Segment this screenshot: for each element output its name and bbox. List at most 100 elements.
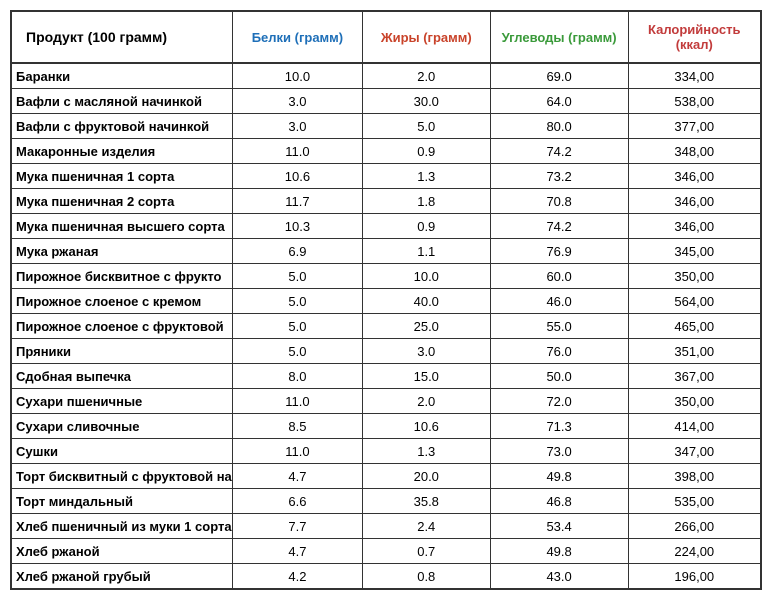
table-row: Мука пшеничная 2 сорта11.71.870.8346,00 bbox=[12, 189, 760, 214]
cell-value: 55.0 bbox=[490, 314, 628, 339]
cell-value: 3.0 bbox=[233, 114, 363, 139]
cell-product: Сухари пшеничные bbox=[12, 389, 233, 414]
cell-value: 564,00 bbox=[628, 289, 760, 314]
table-row: Торт миндальный6.635.846.8535,00 bbox=[12, 489, 760, 514]
cell-value: 43.0 bbox=[490, 564, 628, 589]
cell-value: 49.8 bbox=[490, 464, 628, 489]
cell-value: 4.7 bbox=[233, 464, 363, 489]
cell-value: 69.0 bbox=[490, 63, 628, 89]
cell-value: 266,00 bbox=[628, 514, 760, 539]
cell-product: Пирожное слоеное с кремом bbox=[12, 289, 233, 314]
cell-value: 1.3 bbox=[362, 164, 490, 189]
cell-value: 60.0 bbox=[490, 264, 628, 289]
cell-value: 71.3 bbox=[490, 414, 628, 439]
cell-value: 398,00 bbox=[628, 464, 760, 489]
cell-value: 367,00 bbox=[628, 364, 760, 389]
cell-product: Мука ржаная bbox=[12, 239, 233, 264]
cell-product: Сушки bbox=[12, 439, 233, 464]
table-row: Сушки11.01.373.0347,00 bbox=[12, 439, 760, 464]
cell-value: 350,00 bbox=[628, 264, 760, 289]
cell-value: 76.9 bbox=[490, 239, 628, 264]
cell-value: 35.8 bbox=[362, 489, 490, 514]
cell-value: 1.3 bbox=[362, 439, 490, 464]
cell-value: 0.9 bbox=[362, 214, 490, 239]
cell-product: Хлеб пшеничный из муки 1 сорта bbox=[12, 514, 233, 539]
cell-value: 6.9 bbox=[233, 239, 363, 264]
table-body: Баранки10.02.069.0334,00Вафли с масляной… bbox=[12, 63, 760, 588]
table-row: Вафли с фруктовой начинкой3.05.080.0377,… bbox=[12, 114, 760, 139]
cell-value: 50.0 bbox=[490, 364, 628, 389]
cell-value: 6.6 bbox=[233, 489, 363, 514]
cell-value: 1.8 bbox=[362, 189, 490, 214]
cell-value: 46.0 bbox=[490, 289, 628, 314]
cell-value: 414,00 bbox=[628, 414, 760, 439]
nutrition-table: Продукт (100 грамм) Белки (грамм) Жиры (… bbox=[12, 12, 760, 588]
table-row: Хлеб ржаной4.70.749.8224,00 bbox=[12, 539, 760, 564]
cell-product: Мука пшеничная 1 сорта bbox=[12, 164, 233, 189]
cell-product: Пирожное слоеное с фруктовой bbox=[12, 314, 233, 339]
cell-value: 73.0 bbox=[490, 439, 628, 464]
table-row: Пирожное слоеное с фруктовой5.025.055.04… bbox=[12, 314, 760, 339]
cell-value: 8.0 bbox=[233, 364, 363, 389]
cell-value: 346,00 bbox=[628, 214, 760, 239]
cell-value: 346,00 bbox=[628, 164, 760, 189]
cell-value: 11.7 bbox=[233, 189, 363, 214]
cell-value: 10.0 bbox=[233, 63, 363, 89]
cell-value: 0.7 bbox=[362, 539, 490, 564]
cell-value: 10.0 bbox=[362, 264, 490, 289]
cell-value: 0.9 bbox=[362, 139, 490, 164]
cell-value: 11.0 bbox=[233, 389, 363, 414]
table-row: Торт бисквитный с фруктовой нач4.720.049… bbox=[12, 464, 760, 489]
cell-value: 3.0 bbox=[362, 339, 490, 364]
table-row: Мука пшеничная 1 сорта10.61.373.2346,00 bbox=[12, 164, 760, 189]
cell-value: 377,00 bbox=[628, 114, 760, 139]
cell-value: 10.6 bbox=[362, 414, 490, 439]
cell-product: Торт бисквитный с фруктовой нач bbox=[12, 464, 233, 489]
col-fat: Жиры (грамм) bbox=[362, 12, 490, 63]
cell-value: 1.1 bbox=[362, 239, 490, 264]
cell-value: 40.0 bbox=[362, 289, 490, 314]
cell-value: 72.0 bbox=[490, 389, 628, 414]
cell-value: 465,00 bbox=[628, 314, 760, 339]
table-row: Мука пшеничная высшего сорта10.30.974.23… bbox=[12, 214, 760, 239]
cell-value: 351,00 bbox=[628, 339, 760, 364]
table-header: Продукт (100 грамм) Белки (грамм) Жиры (… bbox=[12, 12, 760, 63]
col-protein: Белки (грамм) bbox=[233, 12, 363, 63]
table-row: Пирожное бисквитное с фрукто5.010.060.03… bbox=[12, 264, 760, 289]
cell-value: 5.0 bbox=[233, 339, 363, 364]
cell-value: 74.2 bbox=[490, 214, 628, 239]
cell-value: 5.0 bbox=[233, 289, 363, 314]
cell-value: 3.0 bbox=[233, 89, 363, 114]
table-row: Макаронные изделия11.00.974.2348,00 bbox=[12, 139, 760, 164]
cell-product: Вафли с масляной начинкой bbox=[12, 89, 233, 114]
cell-value: 538,00 bbox=[628, 89, 760, 114]
cell-value: 0.8 bbox=[362, 564, 490, 589]
cell-value: 4.7 bbox=[233, 539, 363, 564]
cell-value: 64.0 bbox=[490, 89, 628, 114]
cell-value: 70.8 bbox=[490, 189, 628, 214]
nutrition-table-container: Продукт (100 грамм) Белки (грамм) Жиры (… bbox=[10, 10, 762, 590]
cell-value: 46.8 bbox=[490, 489, 628, 514]
table-row: Пирожное слоеное с кремом5.040.046.0564,… bbox=[12, 289, 760, 314]
cell-value: 334,00 bbox=[628, 63, 760, 89]
cell-value: 80.0 bbox=[490, 114, 628, 139]
cell-product: Хлеб ржаной грубый bbox=[12, 564, 233, 589]
cell-value: 8.5 bbox=[233, 414, 363, 439]
cell-value: 345,00 bbox=[628, 239, 760, 264]
cell-value: 2.4 bbox=[362, 514, 490, 539]
cell-product: Хлеб ржаной bbox=[12, 539, 233, 564]
cell-product: Сдобная выпечка bbox=[12, 364, 233, 389]
cell-value: 30.0 bbox=[362, 89, 490, 114]
cell-value: 74.2 bbox=[490, 139, 628, 164]
cell-value: 346,00 bbox=[628, 189, 760, 214]
cell-value: 20.0 bbox=[362, 464, 490, 489]
table-row: Сухари пшеничные11.02.072.0350,00 bbox=[12, 389, 760, 414]
table-row: Хлеб пшеничный из муки 1 сорта7.72.453.4… bbox=[12, 514, 760, 539]
cell-value: 2.0 bbox=[362, 63, 490, 89]
cell-value: 5.0 bbox=[233, 314, 363, 339]
cell-product: Пирожное бисквитное с фрукто bbox=[12, 264, 233, 289]
table-row: Вафли с масляной начинкой3.030.064.0538,… bbox=[12, 89, 760, 114]
cell-value: 347,00 bbox=[628, 439, 760, 464]
col-kcal: Калорийность (ккал) bbox=[628, 12, 760, 63]
table-row: Мука ржаная6.91.176.9345,00 bbox=[12, 239, 760, 264]
